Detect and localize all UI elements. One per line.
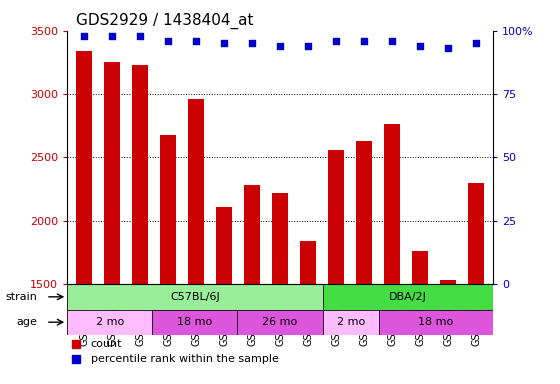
Text: strain: strain (6, 292, 38, 302)
Point (444, 45, 452, 51)
Bar (216, 207, 232, 384)
Text: percentile rank within the sample: percentile rank within the sample (91, 354, 278, 364)
Text: DBA/2J: DBA/2J (389, 292, 427, 302)
Bar (323, 284, 493, 310)
Text: 18 mo: 18 mo (178, 317, 212, 327)
Point (304, 43, 312, 49)
Bar (160, 135, 176, 384)
Bar (468, 183, 484, 384)
Bar (323, 310, 379, 335)
Bar (104, 62, 120, 384)
Point (220, 40, 228, 46)
Point (360, 38, 368, 44)
Text: 26 mo: 26 mo (263, 317, 297, 327)
Point (276, 43, 284, 49)
Bar (440, 280, 456, 384)
Bar (132, 65, 148, 384)
Bar (67, 310, 152, 335)
Bar (237, 310, 323, 335)
Text: C57BL/6J: C57BL/6J (170, 292, 220, 302)
Text: 2 mo: 2 mo (96, 317, 124, 327)
Point (472, 40, 480, 46)
Text: GDS2929 / 1438404_at: GDS2929 / 1438404_at (76, 13, 253, 29)
Point (388, 38, 396, 44)
Bar (300, 241, 316, 384)
Bar (76, 51, 92, 384)
Bar (272, 193, 288, 384)
Text: count: count (91, 339, 122, 349)
Point (136, 33, 144, 39)
Bar (67, 284, 323, 310)
Bar (384, 124, 400, 384)
Bar (152, 310, 237, 335)
Bar (379, 310, 493, 335)
Point (416, 43, 424, 49)
Bar (244, 185, 260, 384)
Text: age: age (17, 317, 38, 327)
Point (164, 38, 172, 44)
Point (108, 33, 116, 39)
Bar (412, 251, 428, 384)
Point (192, 38, 200, 44)
Bar (356, 141, 372, 384)
Text: 2 mo: 2 mo (337, 317, 365, 327)
Point (248, 40, 256, 46)
Bar (328, 150, 344, 384)
Point (80, 33, 88, 39)
Text: 18 mo: 18 mo (418, 317, 454, 327)
Point (332, 38, 340, 44)
Bar (188, 99, 204, 384)
